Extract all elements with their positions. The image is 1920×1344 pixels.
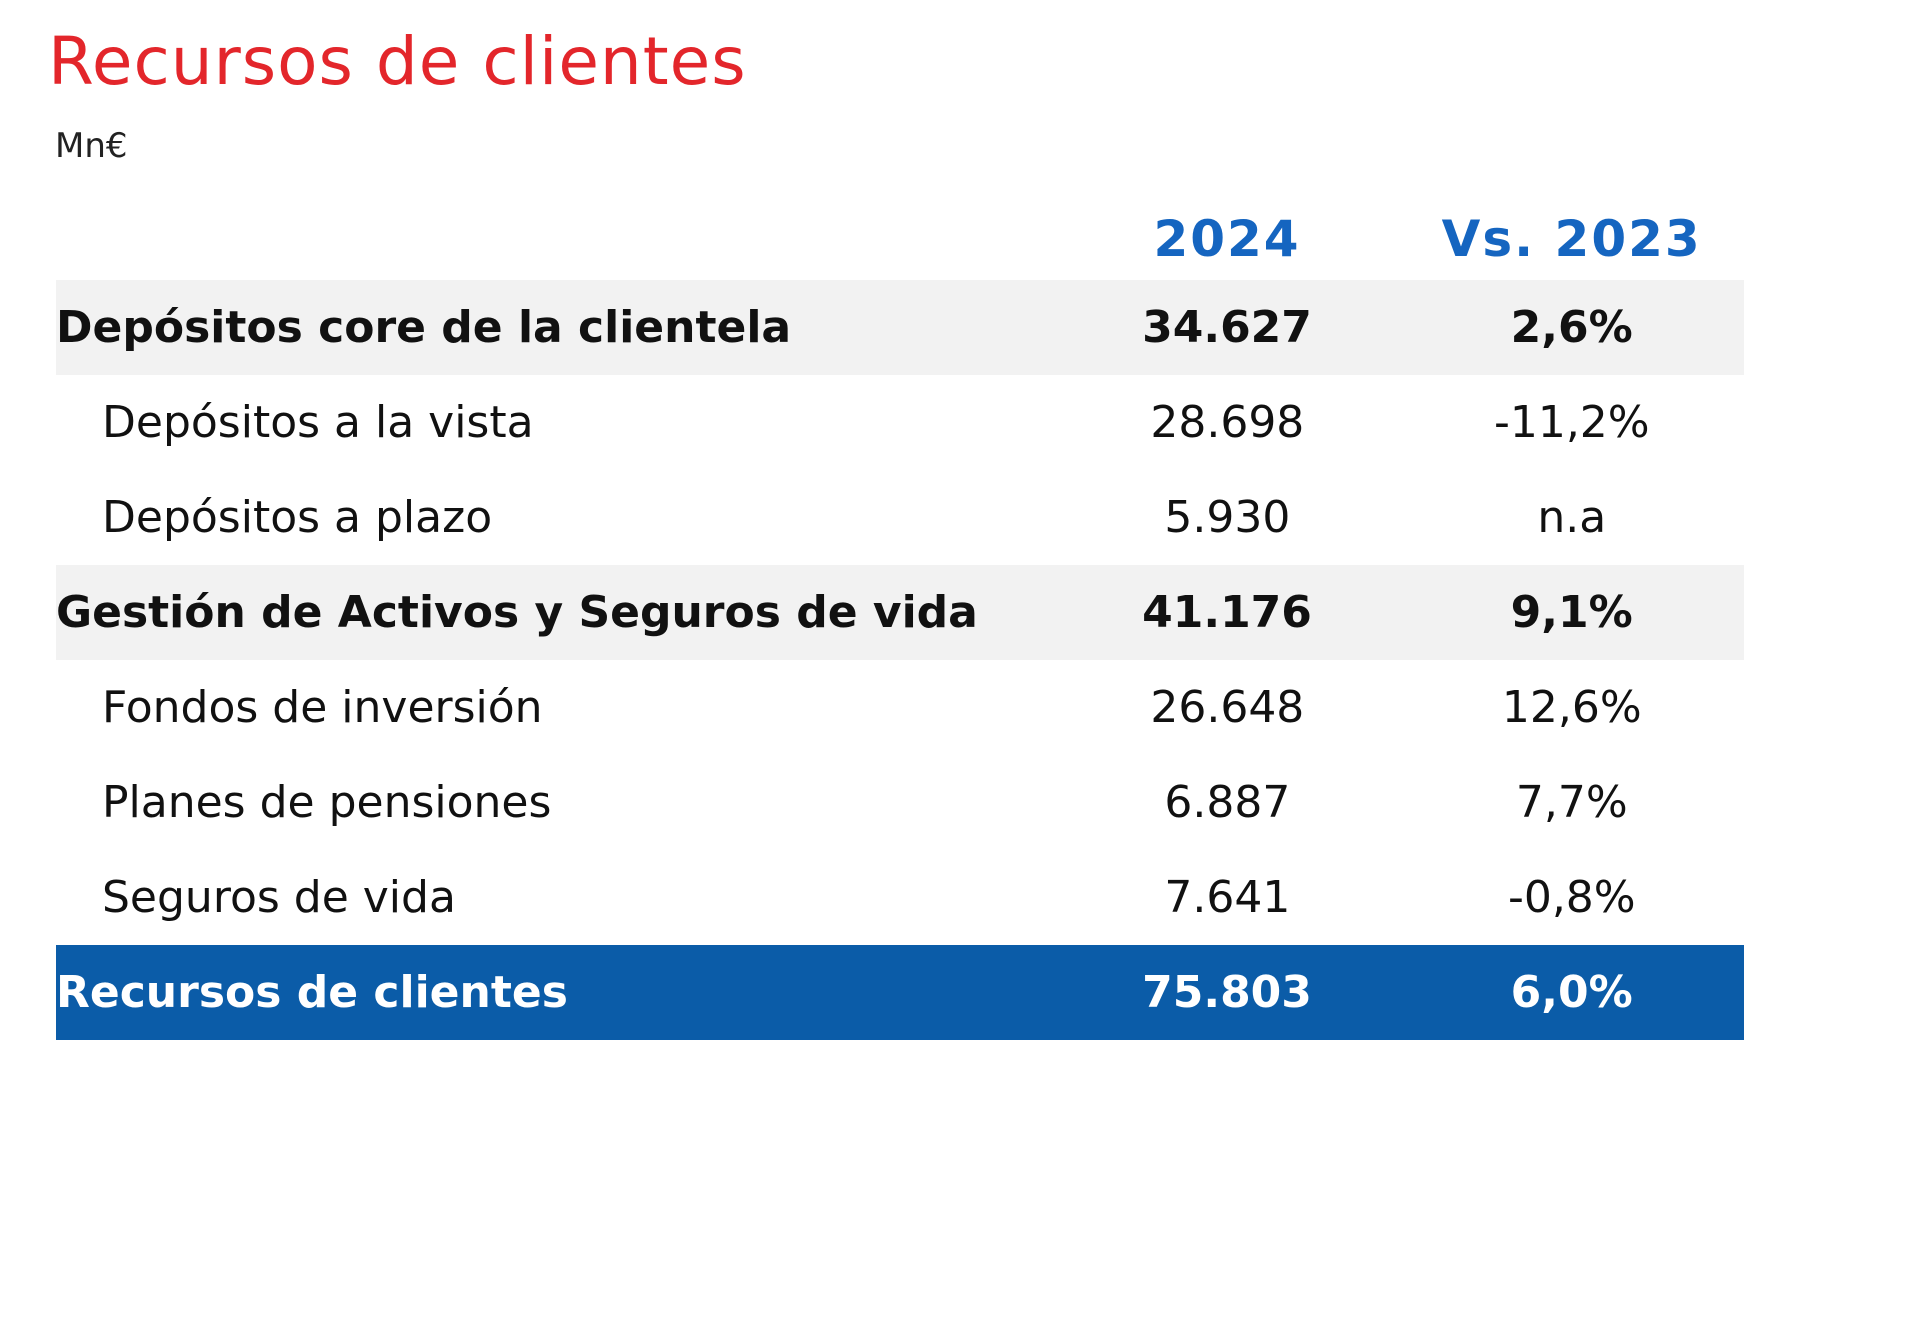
table-row-seguros-vida: Seguros de vida 7.641 -0,8% (56, 850, 1744, 945)
row-value-vs-2023: 7,7% (1515, 777, 1628, 828)
row-label: Depósitos a plazo (102, 492, 493, 543)
row-value-vs-2023: 12,6% (1501, 682, 1642, 733)
row-value-2024: 75.803 (1142, 967, 1312, 1018)
row-value-2024: 6.887 (1164, 777, 1291, 828)
row-value-vs-2023: -0,8% (1507, 872, 1636, 923)
row-value-vs-2023: 9,1% (1510, 587, 1633, 638)
column-header-2024: 2024 (1153, 210, 1301, 268)
row-value-2024: 26.648 (1150, 682, 1305, 733)
row-value-vs-2023: 2,6% (1510, 302, 1633, 353)
table-row-total: Recursos de clientes 75.803 6,0% (56, 945, 1744, 1040)
row-value-vs-2023: -11,2% (1493, 397, 1650, 448)
table-row-gestion-activos: Gestión de Activos y Seguros de vida 41.… (56, 565, 1744, 660)
row-label: Depósitos core de la clientela (56, 302, 792, 353)
row-label: Seguros de vida (102, 872, 456, 923)
table-header-row: 2024 Vs. 2023 (56, 198, 1744, 280)
row-value-2024: 41.176 (1142, 587, 1312, 638)
table-row-depositos-core: Depósitos core de la clientela 34.627 2,… (56, 280, 1744, 375)
row-value-2024: 28.698 (1150, 397, 1305, 448)
row-label: Depósitos a la vista (102, 397, 534, 448)
page-title: Recursos de clientes (48, 23, 747, 100)
row-value-2024: 5.930 (1164, 492, 1291, 543)
row-value-vs-2023: n.a (1537, 492, 1607, 543)
table-row-planes-pensiones: Planes de pensiones 6.887 7,7% (56, 755, 1744, 850)
row-value-2024: 7.641 (1164, 872, 1291, 923)
unit-label: Mn€ (55, 126, 128, 166)
row-label: Fondos de inversión (102, 682, 543, 733)
table-row-depositos-vista: Depósitos a la vista 28.698 -11,2% (56, 375, 1744, 470)
column-header-vs-2023: Vs. 2023 (1441, 210, 1702, 268)
table-row-depositos-plazo: Depósitos a plazo 5.930 n.a (56, 470, 1744, 565)
table-row-fondos-inversion: Fondos de inversión 26.648 12,6% (56, 660, 1744, 755)
row-label: Recursos de clientes (56, 967, 568, 1018)
row-value-2024: 34.627 (1142, 302, 1312, 353)
resources-table: 2024 Vs. 2023 Depósitos core de la clien… (56, 198, 1744, 1040)
row-label: Gestión de Activos y Seguros de vida (56, 587, 978, 638)
row-label: Planes de pensiones (102, 777, 552, 828)
row-value-vs-2023: 6,0% (1510, 967, 1633, 1018)
